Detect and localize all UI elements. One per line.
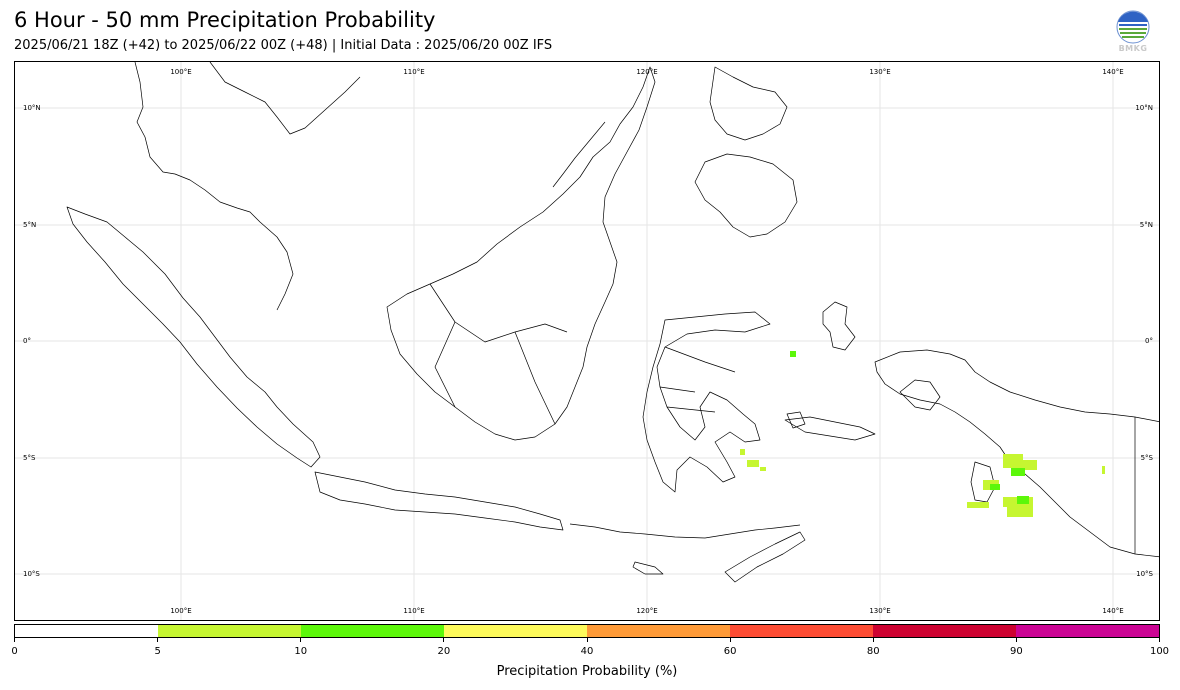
prob-area-5-10 [747, 460, 759, 467]
lon-label-bottom: 110°E [403, 607, 424, 615]
colorbar-tick [1015, 638, 1017, 642]
bird-head-peninsula [899, 379, 941, 411]
prob-area-5-10 [967, 502, 989, 508]
lesser-sunda-islands [569, 523, 801, 539]
prob-area-5-10 [1102, 466, 1105, 474]
palawan-island [552, 121, 606, 188]
bmkg-logo [1113, 10, 1153, 56]
lat-label-right: 0° [1145, 337, 1153, 345]
colorbar-tick [729, 638, 731, 642]
lon-label-top: 140°E [1102, 68, 1123, 76]
prob-area-10-20 [990, 484, 1000, 490]
colorbar-tick [14, 638, 15, 642]
lat-label-left: 0° [23, 337, 31, 345]
colorbar-tick [300, 638, 302, 642]
philippines-islands [709, 66, 788, 141]
map-subtitle: 2025/06/21 18Z (+42) to 2025/06/22 00Z (… [14, 38, 553, 53]
colorbar-segment [1016, 625, 1159, 637]
borneo-island [386, 66, 656, 441]
buru-island [786, 411, 806, 429]
bmkg-logo-text: BMKG [1118, 44, 1148, 53]
sumatra-island [66, 206, 321, 468]
lon-label-bottom: 100°E [170, 607, 191, 615]
halmahera-island [822, 301, 856, 351]
prob-area-10-20 [1011, 468, 1025, 476]
new-guinea-island [874, 349, 1159, 558]
lat-label-left: 5°S [23, 454, 36, 462]
lat-label-right: 10°N [1135, 104, 1153, 112]
kalimantan-borders [429, 283, 568, 425]
probability-shading [740, 351, 1105, 517]
colorbar-tick-label: 100 [1149, 646, 1170, 657]
colorbar-tick-label: 60 [723, 646, 737, 657]
colorbar-segment [873, 625, 1016, 637]
sulawesi-borders [659, 346, 736, 413]
indochina-coast-east [209, 62, 361, 135]
colorbar-tick-label: 40 [580, 646, 594, 657]
prob-area-10-20 [1017, 496, 1029, 504]
prob-area-5-10 [1003, 454, 1023, 468]
lon-label-bottom: 120°E [636, 607, 657, 615]
colorbar-tick [1159, 638, 1160, 642]
map-panel: 100°E 110°E 120°E 130°E 140°E 100°E 110°… [14, 61, 1160, 621]
colorbar-tick-label: 20 [437, 646, 451, 657]
lon-label-bottom: 130°E [869, 607, 890, 615]
colorbar-tick-label: 80 [866, 646, 880, 657]
lat-label-left: 10°S [23, 570, 40, 578]
colorbar-segment [587, 625, 730, 637]
lat-label-right: 5°S [1141, 454, 1154, 462]
colorbar-tick-label: 10 [294, 646, 308, 657]
sulawesi-island [642, 311, 771, 493]
mindanao-island [694, 153, 798, 238]
colorbar-segment [444, 625, 587, 637]
colorbar-segment [158, 625, 301, 637]
prob-area-5-10 [790, 351, 796, 357]
colorbar-tick-label: 0 [11, 646, 18, 657]
lon-label-top: 120°E [636, 68, 657, 76]
java-island [314, 471, 564, 531]
colorbar-title: Precipitation Probability (%) [496, 664, 678, 679]
colorbar-tick [443, 638, 445, 642]
bmkg-logo-icon [1116, 10, 1150, 44]
seram-island [784, 416, 876, 441]
lat-label-left: 10°N [23, 104, 41, 112]
timor-island [724, 531, 806, 583]
colorbar-tick-label: 90 [1010, 646, 1023, 657]
lon-label-top: 100°E [170, 68, 191, 76]
lon-label-top: 110°E [403, 68, 424, 76]
lon-label-bottom: 140°E [1102, 607, 1123, 615]
colorbar-segment [15, 625, 158, 637]
colorbar-tick [157, 638, 159, 642]
lat-label-right: 10°S [1136, 570, 1153, 578]
indonesia-map: 100°E 110°E 120°E 130°E 140°E 100°E 110°… [15, 62, 1159, 620]
colorbar-segment [301, 625, 444, 637]
indochina-coast [134, 62, 294, 311]
sumba-island [632, 561, 664, 575]
lon-label-top: 130°E [869, 68, 890, 76]
prob-area-5-10 [740, 449, 745, 455]
lat-label-left: 5°N [23, 221, 36, 229]
colorbar [14, 624, 1160, 638]
prob-area-5-10 [1023, 460, 1037, 470]
colorbar-tick-label: 5 [154, 646, 161, 657]
lat-label-right: 5°N [1140, 221, 1153, 229]
map-title: 6 Hour - 50 mm Precipitation Probability [14, 8, 436, 32]
map-axis-labels: 100°E 110°E 120°E 130°E 140°E 100°E 110°… [23, 68, 1154, 615]
graticule [15, 62, 1159, 620]
colorbar-segment [730, 625, 873, 637]
colorbar-tick [872, 638, 874, 642]
coastlines [66, 62, 1159, 583]
prob-area-5-10 [760, 467, 766, 471]
prob-area-5-10 [1007, 507, 1033, 517]
colorbar-tick [586, 638, 588, 642]
